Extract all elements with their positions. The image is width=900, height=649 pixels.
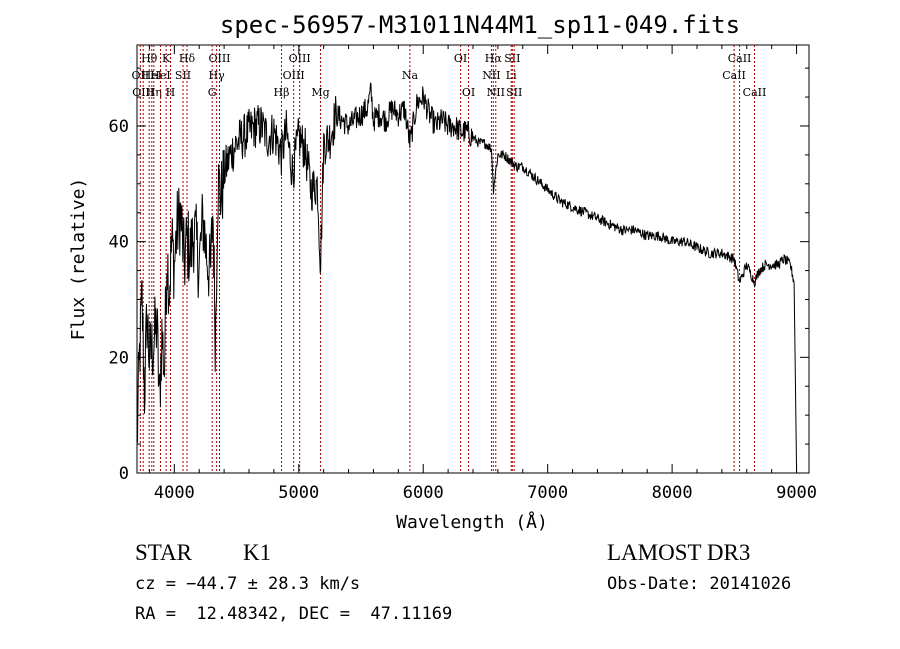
x-tick-label-0: 4000 (154, 483, 195, 503)
y-tick-label-0: 0 (119, 464, 129, 484)
line-label-9: Hδ (179, 52, 196, 65)
spectrum-line (136, 82, 798, 474)
line-label-5: HeI (150, 69, 170, 82)
line-label-27: CaII (728, 52, 752, 65)
coordinates: RA = 12.48342, DEC = 47.11169 (135, 604, 453, 624)
line-label-11: Hγ (209, 69, 226, 82)
line-label-17: Na (402, 69, 419, 82)
line-label-25: SII (506, 86, 522, 99)
chart-title: spec-56957-M31011N44M1_sp11-049.fits (220, 11, 740, 39)
x-tick-label-1: 5000 (278, 483, 319, 503)
line-label-23: Li (506, 69, 517, 82)
line-label-12: OIII (208, 52, 230, 65)
line-label-8: SII (175, 69, 191, 82)
x-axis-label: Wavelength (Å) (396, 511, 548, 533)
line-label-24: SII (504, 52, 520, 65)
line-label-22: NII (487, 86, 505, 99)
axes: 4000 5000 6000 7000 8000 9000 0 20 40 60 (109, 45, 817, 503)
line-label-10: G (208, 86, 217, 99)
line-label-0: OII (132, 69, 150, 82)
x-tick-label-2: 6000 (403, 483, 444, 503)
line-label-2: Hθ (141, 52, 158, 65)
redshift-velocity: cz = −44.7 ± 28.3 km/s (135, 574, 361, 594)
line-label-7: H (166, 86, 176, 99)
x-tick-label-3: 7000 (527, 483, 568, 503)
object-subclass: K1 (243, 540, 272, 565)
survey-name: LAMOST DR3 (607, 540, 751, 565)
line-label-13: Hβ (274, 86, 290, 99)
line-label-18: OI (454, 52, 467, 65)
line-label-4: Hη (146, 86, 162, 99)
y-tick-label-3: 60 (109, 117, 129, 137)
line-label-16: Mg (311, 86, 329, 99)
line-label-21: Hα (485, 52, 503, 65)
observation-date: Obs-Date: 20141026 (607, 574, 792, 594)
line-label-28: CaII (743, 86, 767, 99)
x-tick-label-4: 8000 (652, 483, 693, 503)
spectrum-chart: spec-56957-M31011N44M1_sp11-049.fits OII… (68, 11, 817, 533)
x-tick-label-5: 9000 (776, 483, 817, 503)
line-label-15: OIII (289, 52, 311, 65)
line-label-26: CaII (722, 69, 746, 82)
line-label-3: HeI (142, 69, 162, 82)
plot-frame (136, 44, 810, 474)
line-label-19: OI (462, 86, 475, 99)
line-label-14: OIII (283, 69, 305, 82)
object-class: STAR (135, 540, 192, 565)
line-label-6: K (162, 52, 171, 65)
line-label-20: NII (482, 69, 500, 82)
y-tick-label-2: 40 (109, 233, 129, 253)
y-axis-label: Flux (relative) (68, 178, 89, 341)
spectral-line-markers: OIIOIIIHθHeIHηHeIKHSIIHδGHγOIIIHβOIIIOII… (132, 45, 767, 473)
y-tick-label-1: 20 (109, 348, 129, 368)
